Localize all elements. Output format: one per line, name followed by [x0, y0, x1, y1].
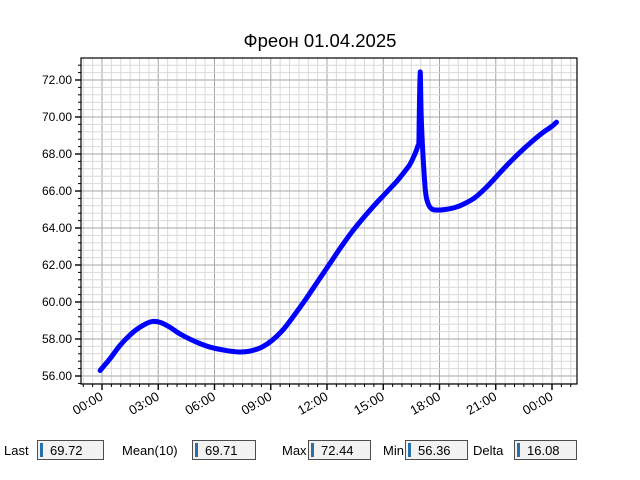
svg-text:09:00: 09:00: [239, 389, 275, 418]
svg-text:56.00: 56.00: [42, 369, 72, 383]
svg-text:06:00: 06:00: [182, 389, 218, 418]
svg-text:64.00: 64.00: [42, 221, 72, 235]
svg-text:15:00: 15:00: [351, 389, 387, 418]
svg-text:12:00: 12:00: [295, 389, 331, 418]
svg-text:00:00: 00:00: [70, 389, 106, 418]
svg-text:62.00: 62.00: [42, 258, 72, 272]
svg-text:18:00: 18:00: [407, 389, 443, 418]
svg-text:03:00: 03:00: [126, 389, 162, 418]
svg-text:68.00: 68.00: [42, 147, 72, 161]
svg-text:66.00: 66.00: [42, 184, 72, 198]
svg-text:60.00: 60.00: [42, 295, 72, 309]
svg-text:70.00: 70.00: [42, 110, 72, 124]
svg-text:58.00: 58.00: [42, 332, 72, 346]
svg-text:72.00: 72.00: [42, 73, 72, 87]
svg-text:21:00: 21:00: [464, 389, 500, 418]
svg-text:00:00: 00:00: [520, 389, 556, 418]
